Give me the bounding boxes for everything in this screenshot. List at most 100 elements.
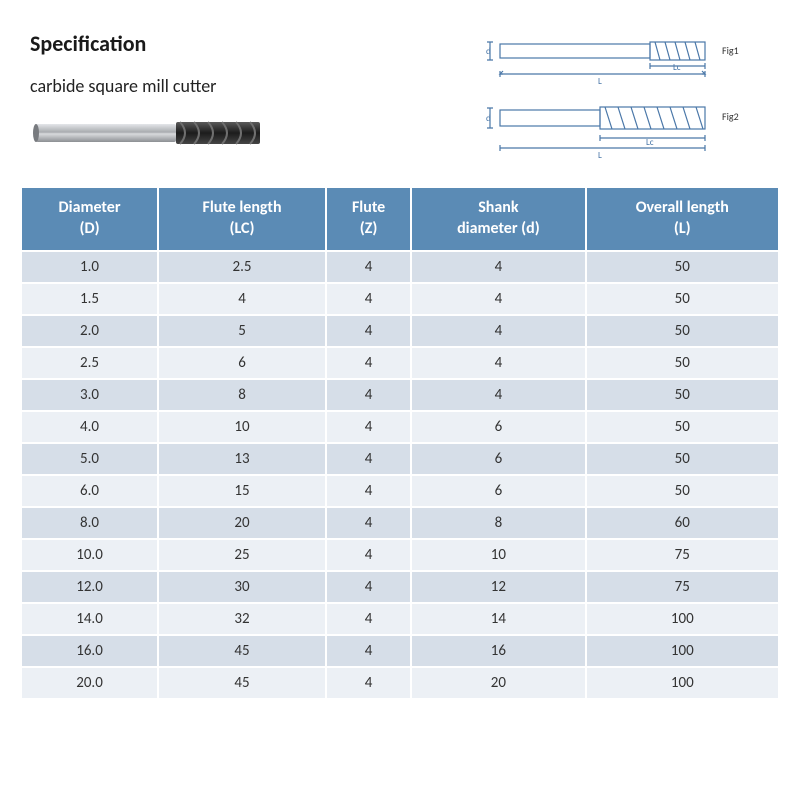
table-cell: 4	[326, 475, 411, 507]
table-cell: 75	[586, 539, 779, 571]
table-row: 1.02.54450	[21, 251, 779, 283]
table-cell: 4	[411, 347, 585, 379]
table-cell: 14	[411, 603, 585, 635]
table-cell: 4	[326, 539, 411, 571]
page-title: Specification	[30, 30, 470, 57]
table-cell: 60	[586, 507, 779, 539]
table-row: 16.045416100	[21, 635, 779, 667]
table-cell: 8.0	[21, 507, 158, 539]
table-cell: 4	[326, 667, 411, 699]
table-cell: 6	[158, 347, 326, 379]
table-cell: 14.0	[21, 603, 158, 635]
table-cell: 75	[586, 571, 779, 603]
table-cell: 100	[586, 635, 779, 667]
table-cell: 2.5	[158, 251, 326, 283]
diagram-region: d Lc L Fig1 d Lc	[470, 30, 770, 166]
table-cell: 50	[586, 315, 779, 347]
diagram-label-d: d	[486, 46, 491, 57]
table-cell: 20.0	[21, 667, 158, 699]
table-cell: 50	[586, 379, 779, 411]
table-cell: 4	[326, 251, 411, 283]
table-cell: 4	[326, 411, 411, 443]
table-cell: 5	[158, 315, 326, 347]
table-cell: 10	[411, 539, 585, 571]
column-header-line1: Flute	[333, 198, 404, 219]
column-header-line2: (L)	[593, 219, 772, 240]
table-cell: 30	[158, 571, 326, 603]
table-row: 8.0204860	[21, 507, 779, 539]
column-header: Flute(Z)	[326, 187, 411, 251]
table-row: 10.02541075	[21, 539, 779, 571]
header-left: Specification carbide square mill cutter	[30, 30, 470, 157]
table-cell: 50	[586, 347, 779, 379]
table-cell: 4.0	[21, 411, 158, 443]
table-cell: 3.0	[21, 379, 158, 411]
table-row: 2.564450	[21, 347, 779, 379]
table-cell: 4	[326, 571, 411, 603]
table-cell: 50	[586, 443, 779, 475]
table-cell: 50	[586, 411, 779, 443]
table-cell: 4	[326, 315, 411, 347]
table-row: 5.0134650	[21, 443, 779, 475]
table-cell: 4	[326, 635, 411, 667]
table-cell: 10	[158, 411, 326, 443]
table-cell: 4	[326, 379, 411, 411]
column-header-line2: (LC)	[165, 219, 319, 240]
table-cell: 12.0	[21, 571, 158, 603]
table-cell: 6	[411, 443, 585, 475]
table-row: 2.054450	[21, 315, 779, 347]
table-row: 3.084450	[21, 379, 779, 411]
diagram2-label-l: L	[598, 150, 602, 161]
table-cell: 20	[158, 507, 326, 539]
table-cell: 10.0	[21, 539, 158, 571]
product-subtitle: carbide square mill cutter	[30, 75, 470, 97]
table-cell: 13	[158, 443, 326, 475]
column-header-line1: Flute length	[165, 198, 319, 219]
column-header-line1: Shank	[418, 198, 578, 219]
diagram-fig2: d Lc L Fig2	[470, 98, 750, 158]
table-cell: 8	[411, 507, 585, 539]
table-cell: 100	[586, 603, 779, 635]
table-cell: 4	[326, 507, 411, 539]
table-cell: 12	[411, 571, 585, 603]
diagram-label-lc: Lc	[673, 62, 681, 73]
table-cell: 8	[158, 379, 326, 411]
table-cell: 4	[411, 251, 585, 283]
table-cell: 4	[326, 347, 411, 379]
table-cell: 1.5	[21, 283, 158, 315]
table-cell: 6	[411, 411, 585, 443]
table-cell: 15	[158, 475, 326, 507]
column-header-line2: (Z)	[333, 219, 404, 240]
table-cell: 50	[586, 251, 779, 283]
table-cell: 4	[158, 283, 326, 315]
table-cell: 50	[586, 283, 779, 315]
table-cell: 5.0	[21, 443, 158, 475]
column-header-line1: Diameter	[28, 198, 151, 219]
column-header: Flute length(LC)	[158, 187, 326, 251]
table-cell: 16	[411, 635, 585, 667]
table-cell: 20	[411, 667, 585, 699]
table-row: 4.0104650	[21, 411, 779, 443]
table-cell: 45	[158, 635, 326, 667]
fig1-label: Fig1	[722, 44, 739, 57]
column-header: Overall length(L)	[586, 187, 779, 251]
table-cell: 100	[586, 667, 779, 699]
table-cell: 4	[326, 603, 411, 635]
table-cell: 25	[158, 539, 326, 571]
table-cell: 45	[158, 667, 326, 699]
diagram2-label-lc: Lc	[646, 137, 654, 148]
table-cell: 6.0	[21, 475, 158, 507]
table-cell: 2.0	[21, 315, 158, 347]
fig2-label: Fig2	[722, 110, 739, 123]
column-header-line2: (D)	[28, 219, 151, 240]
column-header-line1: Overall length	[593, 198, 772, 219]
table-cell: 4	[326, 283, 411, 315]
diagram2-label-d: d	[486, 113, 491, 124]
table-cell: 4	[411, 315, 585, 347]
column-header: Diameter(D)	[21, 187, 158, 251]
table-cell: 2.5	[21, 347, 158, 379]
table-body: 1.02.544501.5444502.0544502.5644503.0844…	[21, 251, 779, 699]
diagram-fig1: d Lc L Fig1	[470, 30, 750, 90]
table-row: 20.045420100	[21, 667, 779, 699]
product-image	[30, 107, 270, 157]
